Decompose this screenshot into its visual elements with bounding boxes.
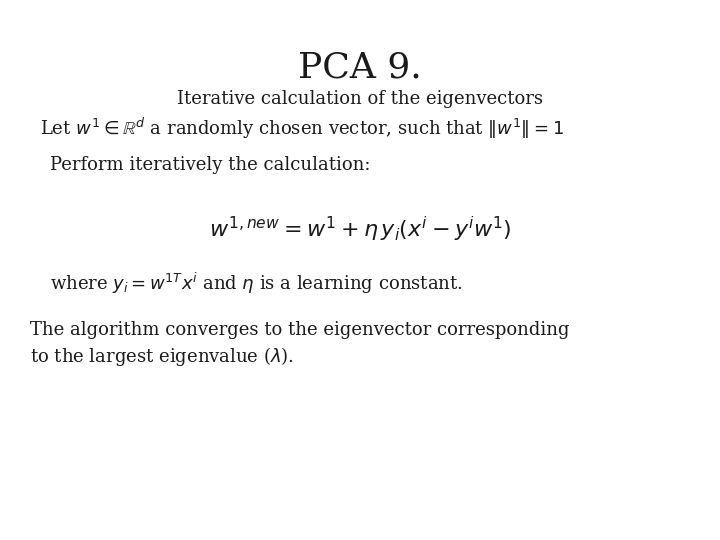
Text: Iterative calculation of the eigenvectors: Iterative calculation of the eigenvector… bbox=[177, 90, 543, 108]
Text: where $y_i{=}w^{1T}x^i$ and $\eta$ is a learning constant.: where $y_i{=}w^{1T}x^i$ and $\eta$ is a … bbox=[50, 271, 463, 296]
Text: to the largest eigenvalue ($\lambda$).: to the largest eigenvalue ($\lambda$). bbox=[30, 345, 294, 368]
Text: Perform iteratively the calculation:: Perform iteratively the calculation: bbox=[50, 156, 371, 174]
Text: $w^{1,new} = w^1 + \eta\, y_i(x^i - y^i w^1)$: $w^{1,new} = w^1 + \eta\, y_i(x^i - y^i … bbox=[209, 215, 511, 244]
Text: Let $w^1 \in \mathbb{R}^d$ a randomly chosen vector, such that $\|w^1\|=1$: Let $w^1 \in \mathbb{R}^d$ a randomly ch… bbox=[40, 116, 564, 141]
Text: The algorithm converges to the eigenvector corresponding: The algorithm converges to the eigenvect… bbox=[30, 321, 570, 339]
Text: PCA 9.: PCA 9. bbox=[298, 50, 422, 84]
